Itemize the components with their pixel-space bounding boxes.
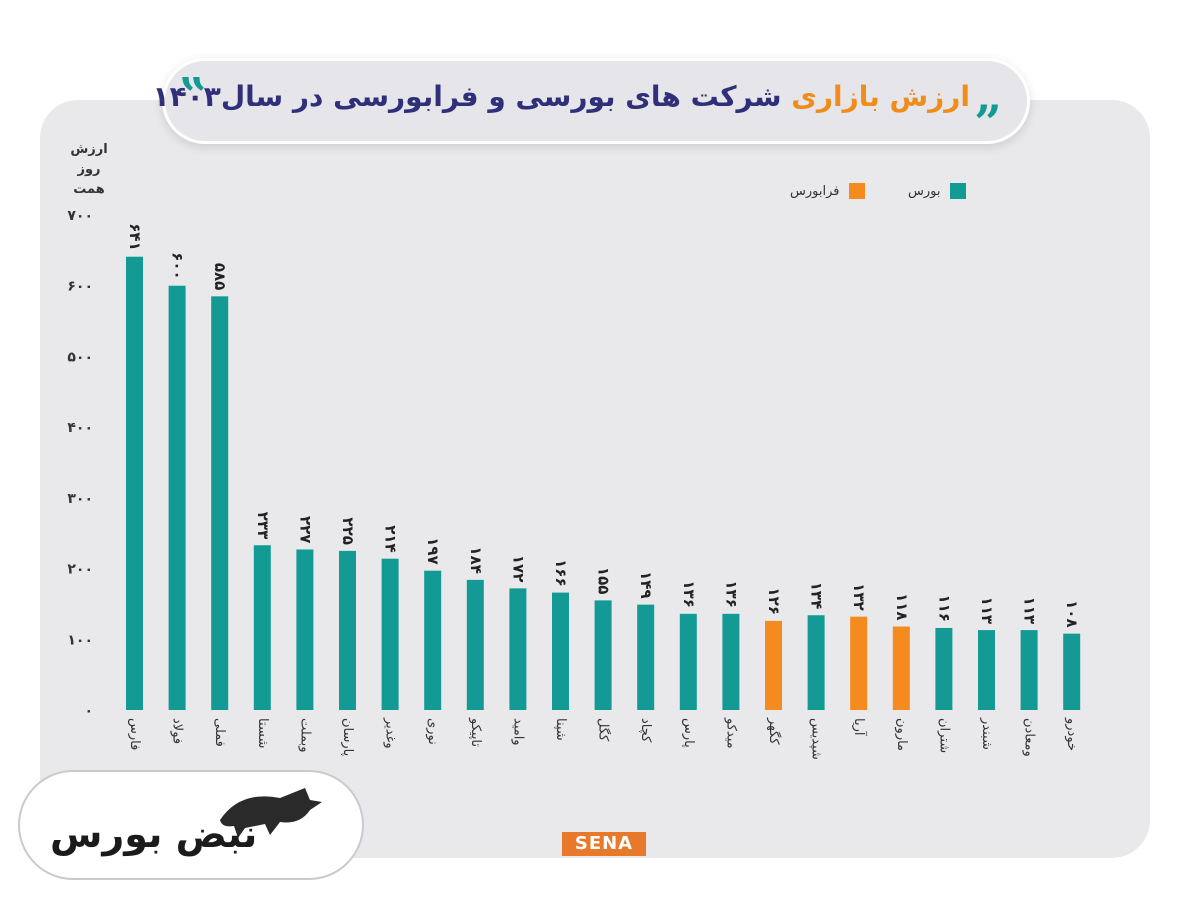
quote-open-icon: ‟ xyxy=(180,68,208,124)
bar xyxy=(381,558,399,710)
y-tick-label: ۰ xyxy=(84,703,93,719)
y-tick-label: ۱۰۰ xyxy=(67,632,93,648)
x-tick-label: مارون xyxy=(894,718,909,751)
bar xyxy=(935,627,953,710)
data-label: ۱۳۶ xyxy=(680,580,698,607)
data-label: ۱۳۲ xyxy=(850,583,868,610)
bar xyxy=(552,592,569,710)
bar xyxy=(253,545,271,710)
x-tick-label: کگهر xyxy=(766,717,782,745)
x-tick-label: فملی xyxy=(212,718,227,747)
x-tick-label: شتران xyxy=(936,718,951,753)
bar xyxy=(1020,630,1038,710)
x-tick-label: خودرو xyxy=(1064,717,1079,751)
x-tick-label: ومعادن xyxy=(1022,718,1037,757)
data-label: ۱۱۶ xyxy=(935,595,953,622)
quote-close-icon: „ xyxy=(975,68,1003,124)
x-tick-label: شپدیس xyxy=(809,718,824,760)
data-label: ۲۲۷ xyxy=(296,516,314,543)
data-label: ۱۷۲ xyxy=(509,555,527,582)
bar xyxy=(1063,633,1081,710)
bar xyxy=(296,549,314,710)
bar xyxy=(978,630,995,710)
bar xyxy=(466,579,484,710)
x-tick-label: شستا xyxy=(255,718,270,748)
data-label: ۶۴۱ xyxy=(126,223,144,250)
data-label: ۱۹۷ xyxy=(424,537,442,564)
title-banner xyxy=(162,58,1030,144)
logo-text: نبض بورس xyxy=(50,812,258,856)
title-main: شرکت های بورسی و فرابورسی در سال۱۴۰۳ xyxy=(152,80,782,113)
x-tick-label: کچاد xyxy=(638,718,653,743)
data-label: ۱۴۹ xyxy=(637,571,655,598)
y-axis-label-line1: ارزش روز xyxy=(70,142,108,177)
y-tick-label: ۴۰۰ xyxy=(67,420,93,436)
data-label: ۱۲۶ xyxy=(765,587,783,614)
title-accent: ارزش بازاری xyxy=(791,80,970,113)
data-label: ۱۱۸ xyxy=(893,593,911,620)
legend-bourse: بورس xyxy=(908,183,967,199)
legend-bourse-label: بورس xyxy=(908,183,941,199)
y-tick-label: ۶۰۰ xyxy=(67,279,93,295)
bar xyxy=(722,613,740,710)
logo-badge xyxy=(18,770,364,880)
data-label: ۱۳۴ xyxy=(808,582,826,609)
data-label: ۲۳۳ xyxy=(254,512,272,539)
bar xyxy=(168,285,186,710)
legend-farabourse-swatch xyxy=(849,183,866,199)
data-label: ۲۲۵ xyxy=(339,517,357,544)
data-label: ۱۱۳ xyxy=(978,597,996,624)
x-tick-label: پارس xyxy=(681,718,696,748)
bar xyxy=(339,550,356,710)
y-tick-label: ۵۰۰ xyxy=(67,349,93,365)
bar xyxy=(850,616,868,710)
y-tick-label: ۷۰۰ xyxy=(67,208,93,224)
data-label: ۵۸۵ xyxy=(211,263,229,290)
bar xyxy=(637,604,655,710)
data-label: ۱۶۶ xyxy=(552,559,570,586)
data-label: ۱۳۶ xyxy=(722,580,740,607)
x-tick-label: وغدیر xyxy=(383,717,398,749)
x-tick-label: کگل xyxy=(596,718,612,742)
y-axis-label: ارزش روز همت xyxy=(58,140,120,200)
x-tick-label: وامید xyxy=(510,718,525,746)
bar xyxy=(509,588,527,710)
x-tick-label: نوری xyxy=(425,718,440,745)
sena-watermark: SENA xyxy=(562,832,646,856)
bar xyxy=(594,600,612,710)
legend-farabourse-label: فرابورس xyxy=(790,183,840,199)
bar xyxy=(765,620,782,710)
x-tick-label: شبندر xyxy=(979,717,994,750)
x-tick-label: تاپیکو xyxy=(468,717,483,747)
data-label: ۱۰۸ xyxy=(1063,600,1081,627)
data-label: ۶۰۰ xyxy=(169,252,187,279)
data-label: ۱۱۳ xyxy=(1021,597,1039,624)
x-tick-label: فولاد xyxy=(170,718,185,744)
x-tick-label: پارسان xyxy=(340,718,355,757)
bar xyxy=(126,256,143,710)
x-tick-label: وبملت xyxy=(297,718,312,752)
x-tick-label: آریا xyxy=(851,718,868,737)
legend-farabourse: فرابورس xyxy=(790,183,866,199)
data-label: ۱۵۵ xyxy=(595,567,613,594)
x-tick-label: شپنا xyxy=(553,718,568,741)
y-tick-label: ۲۰۰ xyxy=(67,562,93,578)
bar xyxy=(679,613,697,710)
bar xyxy=(807,615,825,710)
y-axis-label-line2: همت xyxy=(73,182,105,197)
x-tick-label: فارس xyxy=(127,718,142,750)
chart-title: ارزش بازاری شرکت های بورسی و فرابورسی در… xyxy=(152,80,970,113)
data-label: ۱۸۴ xyxy=(467,546,485,573)
bar xyxy=(892,626,910,710)
legend-bourse-swatch xyxy=(950,183,967,199)
data-label: ۲۱۴ xyxy=(382,525,400,552)
y-tick-label: ۳۰۰ xyxy=(67,491,93,507)
bar xyxy=(211,296,229,710)
x-tick-label: میدکو xyxy=(723,717,738,749)
bar xyxy=(424,570,442,710)
bull-icon xyxy=(220,788,322,838)
